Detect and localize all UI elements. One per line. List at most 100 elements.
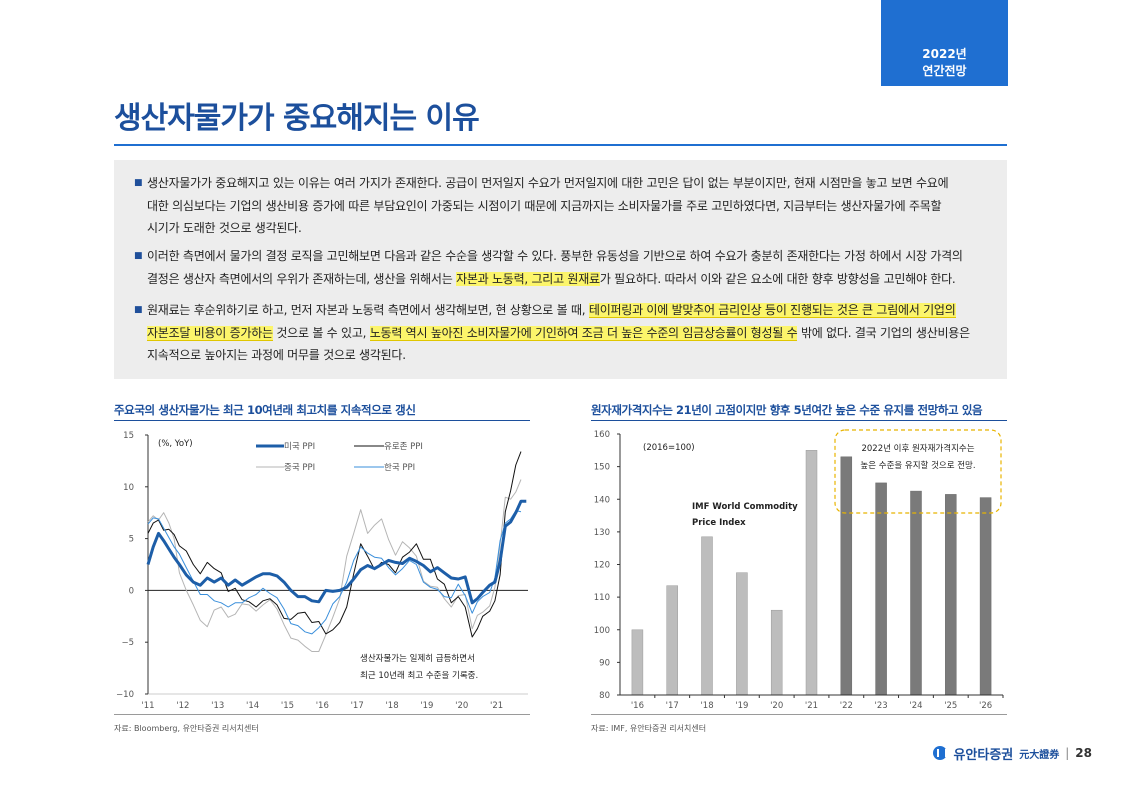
bullet-3-line-2: 자본조달 비용이 증가하는 것으로 볼 수 있고, 노동력 역시 높아진 소비자… xyxy=(134,322,970,345)
ppi-series-lines xyxy=(146,451,527,652)
commodity-bar-chart: (2016=100) IMF World Commodity Price Ind… xyxy=(594,429,1004,711)
imf-x-tick-label: '22 xyxy=(840,701,853,711)
footer-separator: | xyxy=(1065,746,1070,760)
imf-bar xyxy=(805,450,818,696)
imf-y-tick-label: 140 xyxy=(594,495,610,505)
ppi-y-tick-label: 0 xyxy=(129,586,134,596)
right-chart-source: 자료: IMF, 유안타증권 리서치센터 xyxy=(591,724,707,733)
highlight-capital-cost: 자본조달 비용이 증가하는 xyxy=(147,325,273,341)
ppi-series-line xyxy=(147,479,522,652)
ppi-x-tick-label: '14 xyxy=(246,701,259,711)
ppi-series-line xyxy=(147,510,522,635)
ppi-annotation-line-2: 최근 10년래 최고 수준을 기록중. xyxy=(360,670,478,681)
legend-label-us: 미국 PPI xyxy=(284,442,315,452)
bullet-3-line-1: 원재료는 후순위하기로 하고, 먼저 자본과 노동력 측면에서 생각해보면, 현… xyxy=(134,299,970,322)
imf-bar xyxy=(979,497,992,696)
imf-y-tick-label: 80 xyxy=(599,691,610,701)
ppi-unit-label: (%, YoY) xyxy=(158,439,193,449)
right-chart-title: 원자재가격지수는 21년이 고점이지만 향후 5년여간 높은 수준 유지를 전망… xyxy=(591,403,983,417)
ppi-y-tick-label: 15 xyxy=(123,431,134,441)
bullet-2-line-2: 결정은 생산자 측면에서의 우위가 존재하는데, 생산을 위해서는 자본과 노동… xyxy=(134,268,963,291)
legend-label-euro: 유로존 PPI xyxy=(384,442,423,452)
imf-bar xyxy=(770,609,783,696)
forecast-highlight-box xyxy=(834,429,1002,514)
imf-x-axis: '16 '17 '18 '19 '20 '21 '22 '23 '24 '25 '26 xyxy=(620,694,1004,711)
brand-name: 유안타증권 xyxy=(953,747,1014,763)
page-footer: 유안타증권 元大證券 | 28 xyxy=(933,744,1092,763)
bullet-3-line-3: 지속적으로 높아지는 과정에 머무를 것으로 생각된다. xyxy=(147,348,406,362)
ppi-x-tick-label: '19 xyxy=(420,701,433,711)
imf-x-tick-label: '24 xyxy=(909,701,922,711)
summary-bullet-3: ■ 원재료는 후순위하기로 하고, 먼저 자본과 노동력 측면에서 생각해보면,… xyxy=(134,299,970,367)
imf-x-tick-label: '20 xyxy=(770,701,783,711)
ppi-x-tick-label: '16 xyxy=(316,701,329,711)
highlight-tapering: 테이퍼링과 이에 발맞추어 금리인상 등이 진행되는 것은 큰 그림에서 기업의 xyxy=(588,303,956,318)
report-tag-label: 연간전망 xyxy=(922,64,967,78)
highlight-production-factors: 자본과 노동력, 그리고 원재료 xyxy=(456,271,600,286)
imf-x-tick-label: '26 xyxy=(979,701,992,711)
right-chart-bottom-rule xyxy=(591,714,1007,715)
ppi-legend: 미국 PPI 유로존 PPI 중국 PPI 한국 PPI xyxy=(256,442,423,473)
imf-base-label: (2016=100) xyxy=(643,443,695,453)
imf-bar xyxy=(875,482,887,696)
imf-x-tick-label: '18 xyxy=(700,701,713,711)
ppi-y-tick-label: 5 xyxy=(129,535,134,545)
bullet-2-text-b: 가 필요하다. 따라서 이와 같은 요소에 대한 향후 방향성을 고민해야 한다… xyxy=(599,271,956,286)
brand-name-hanja: 元大證券 xyxy=(1019,749,1060,761)
imf-x-tick-label: '17 xyxy=(666,701,679,711)
ppi-x-tick-label: '18 xyxy=(385,701,398,711)
bullet-2-text-a: 결정은 생산자 측면에서의 우위가 존재하는데, 생산을 위해서는 xyxy=(147,271,457,286)
ppi-x-tick-label: '12 xyxy=(176,701,189,711)
imf-series-label-line-1: IMF World Commodity xyxy=(692,502,798,512)
imf-bar xyxy=(736,572,748,696)
page-title: 생산자물가가 중요해지는 이유 xyxy=(114,101,480,136)
bullet-marker: ■ xyxy=(134,305,143,315)
report-tag-year: 2022년 xyxy=(922,47,967,61)
summary-bullet-1: ■ 생산자물가가 중요해지고 있는 이유는 여러 가지가 존재한다. 공급이 먼… xyxy=(134,172,949,240)
bullet-1-line-3: 시기가 도래한 것으로 생각된다. xyxy=(147,221,302,235)
imf-y-tick-label: 120 xyxy=(594,561,610,571)
imf-series-label-line-2: Price Index xyxy=(692,518,746,528)
ppi-annotation-line-1: 생산자물가는 일제히 급등하면서 xyxy=(360,653,475,664)
imf-bar xyxy=(910,490,922,696)
left-chart-title: 주요국의 생산자물가는 최근 10여년래 최고치를 지속적으로 갱신 xyxy=(114,403,416,417)
imf-bar xyxy=(945,494,957,696)
ppi-y-tick-label: 10 xyxy=(123,483,134,493)
report-tag: 2022년 연간전망 xyxy=(881,0,1008,86)
legend-label-korea: 한국 PPI xyxy=(384,463,415,473)
ppi-x-tick-label: '21 xyxy=(490,701,503,711)
highlight-wage-growth: 노동력 역시 높아진 소비자물가에 기인하여 조금 더 높은 수준의 임금상승률… xyxy=(369,325,798,341)
bullet-1-line-1: 생산자물가가 중요해지고 있는 이유는 여러 가지가 존재한다. 공급이 먼저일… xyxy=(147,176,949,190)
bullet-2-line-1: 이러한 측면에서 물가의 결정 로직을 고민해보면 다음과 같은 수순을 생각할… xyxy=(147,249,963,263)
imf-y-axis: 160 150 140 130 120 110 100 90 80 xyxy=(594,430,621,701)
imf-annotation-line-2: 높은 수준을 유지할 것으로 전망. xyxy=(860,460,975,471)
imf-y-tick-label: 160 xyxy=(594,430,610,440)
imf-y-tick-label: 150 xyxy=(594,463,610,473)
bullet-3-text-b: 것으로 볼 수 있고, xyxy=(272,325,370,340)
imf-bar xyxy=(666,585,678,696)
imf-x-tick-label: '25 xyxy=(944,701,957,711)
left-chart-source: 자료: Bloomberg, 유안타증권 리서치센터 xyxy=(114,724,259,733)
imf-y-tick-label: 90 xyxy=(599,658,610,668)
bullet-3-text-a: 원재료는 후순위하기로 하고, 먼저 자본과 노동력 측면에서 생각해보면, 현… xyxy=(147,303,589,317)
ppi-x-tick-label: '20 xyxy=(455,701,468,711)
ppi-series-line xyxy=(146,499,527,605)
ppi-line-chart: (%, YoY) 미국 PPI 유로존 PPI 중국 PPI 한국 PPI 15… xyxy=(116,431,528,711)
imf-bar xyxy=(631,629,644,696)
imf-y-tick-label: 130 xyxy=(594,528,610,538)
page-number: 28 xyxy=(1075,746,1092,760)
ppi-series-line xyxy=(147,451,522,638)
ppi-x-tick-label: '13 xyxy=(211,701,224,711)
summary-box xyxy=(114,160,1007,379)
brand-logo-icon xyxy=(933,746,948,760)
imf-y-tick-label: 110 xyxy=(594,593,610,603)
imf-bars xyxy=(631,450,992,696)
bullet-marker: ■ xyxy=(134,178,143,188)
ppi-x-tick-label: '11 xyxy=(141,701,154,711)
legend-label-china: 중국 PPI xyxy=(284,463,315,473)
imf-x-tick-label: '23 xyxy=(875,701,888,711)
summary-bullet-2: ■ 이러한 측면에서 물가의 결정 로직을 고민해보면 다음과 같은 수순을 생… xyxy=(134,245,963,290)
imf-annotation-line-1: 2022년 이후 원자재가격지수는 xyxy=(861,443,974,454)
imf-x-tick-label: '21 xyxy=(805,701,818,711)
title-divider xyxy=(114,144,1007,146)
